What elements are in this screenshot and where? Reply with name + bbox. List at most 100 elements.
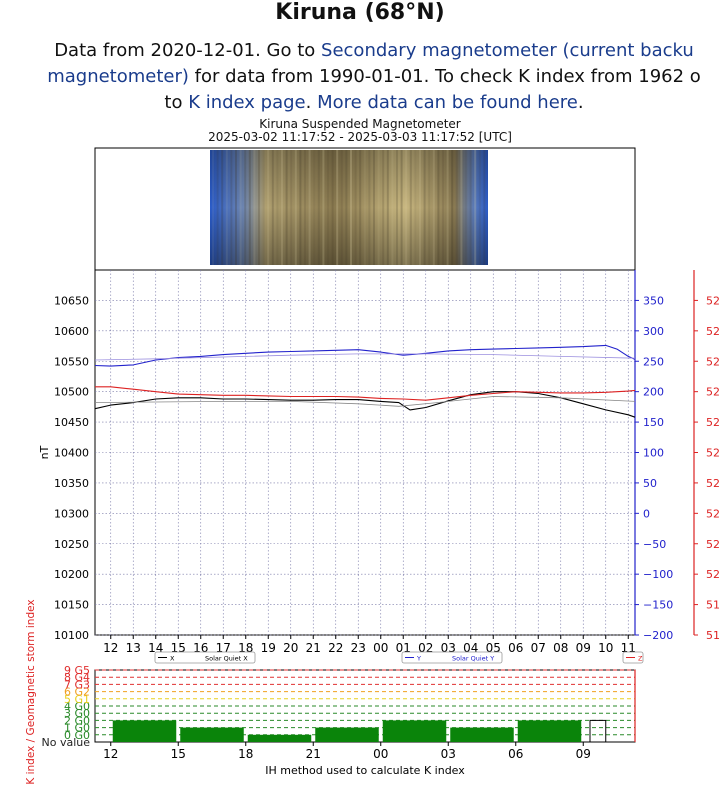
series-line-y — [94, 344, 636, 367]
y-right-tick-label: 150 — [643, 416, 664, 429]
y-tick-label: 10550 — [54, 355, 89, 368]
y-tick-label: 10150 — [54, 599, 89, 612]
x-tick-label: 07 — [531, 641, 546, 655]
y-right-tick-label: 100 — [643, 447, 664, 460]
k-level-label: 5 G1 — [64, 693, 90, 706]
legend-entry-y: Y Solar Quiet Y — [401, 651, 503, 664]
k-x-tick-label: 03 — [441, 747, 456, 761]
intro-text: to — [164, 92, 189, 113]
x-tick-label: 16 — [193, 641, 208, 655]
y-right-tick-label: 250 — [643, 355, 664, 368]
k-index-page-link[interactable]: K index page — [188, 92, 306, 113]
y-right-tick-label: 350 — [643, 294, 664, 307]
secondary-magnetometer-link[interactable]: Secondary magnetometer (current backu — [321, 40, 694, 61]
legend-label: Y — [416, 655, 421, 663]
y-right-tick-label: 0 — [643, 507, 650, 520]
x-tick-label: 09 — [576, 641, 591, 655]
x-tick-label: 13 — [126, 641, 141, 655]
series-line-z — [95, 386, 636, 401]
y-right2-tick-label: 523 — [706, 355, 720, 368]
y-right2-tick-label: 520 — [706, 538, 720, 551]
intro-text: . — [577, 92, 584, 113]
y-right2-tick-label: 522 — [706, 447, 720, 460]
y-tick-label: 10450 — [54, 416, 89, 429]
k-bar — [247, 734, 312, 742]
magnetometer-chart-header: Kiruna Suspended Magnetometer 2025-03-02… — [0, 118, 720, 144]
series-line-solar-quiet-y — [94, 353, 636, 361]
k-level-label: 7 G3 — [64, 678, 90, 691]
k-level-label: 0 G0 — [64, 729, 90, 742]
y-right2-tick-label: 524 — [706, 325, 720, 338]
intro-line-3: to K index page. More data can be found … — [0, 90, 720, 116]
y-tick-label: 10500 — [54, 386, 89, 399]
y-tick-label: 10400 — [54, 447, 89, 460]
legend-entry-x: X Solar Quiet X — [154, 651, 256, 664]
k-x-tick-label: 21 — [306, 747, 321, 761]
k-bar-pending — [589, 719, 607, 743]
k-x-tick-label: 15 — [171, 747, 186, 761]
x-tick-label: 06 — [508, 641, 523, 655]
x-tick-label: 21 — [306, 641, 321, 655]
intro-paragraph: Data from 2020-12-01. Go to Secondary ma… — [0, 38, 720, 116]
intro-text: . — [305, 92, 318, 113]
x-tick-label: 03 — [441, 641, 456, 655]
k-x-tick-label: 09 — [576, 747, 591, 761]
legend-label: Z — [638, 655, 643, 663]
chart-title: Kiruna Suspended Magnetometer — [259, 117, 461, 131]
y-tick-label: 10600 — [54, 325, 89, 338]
legend-entry-z: Z — [622, 651, 644, 664]
y-right2-tick-label: 519 — [706, 629, 720, 642]
k-level-label: 1 G0 — [64, 722, 90, 735]
x-tick-label: 08 — [553, 641, 568, 655]
y-tick-label: 10250 — [54, 538, 89, 551]
k-bar — [315, 727, 379, 742]
k-x-tick-label: 06 — [508, 747, 523, 761]
page-title: Kiruna (68°N) — [275, 0, 445, 25]
x-tick-label: 18 — [238, 641, 253, 655]
y-right-tick-label: −150 — [643, 599, 673, 612]
k-bar — [180, 727, 244, 742]
x-tick-label: 10 — [598, 641, 613, 655]
x-tick-label: 00 — [373, 641, 388, 655]
y-right2-tick-label: 521 — [706, 507, 720, 520]
y-right2-tick-label: 522 — [706, 416, 720, 429]
magnetometer-plot: 10100−20051910150−15051910200−1005201025… — [38, 269, 720, 664]
secondary-magnetometer-link-cont[interactable]: magnetometer) — [47, 66, 189, 87]
x-tick-label: 20 — [283, 641, 298, 655]
intro-line-2: magnetometer) for data from 1990-01-01. … — [0, 64, 720, 90]
k-x-axis-label: IH method used to calculate K index — [265, 764, 465, 777]
k-level-label: 9 G5 — [64, 664, 90, 677]
k-bar — [382, 720, 447, 742]
k-level-label: No value — [41, 736, 90, 749]
y-tick-label: 10650 — [54, 294, 89, 307]
y-right2-tick-label: 521 — [706, 477, 720, 490]
k-level-label: 3 G0 — [64, 707, 90, 720]
legend-quiet-label: Solar Quiet X — [205, 655, 248, 663]
series-line-solar-quiet-x — [94, 396, 636, 407]
more-data-link[interactable]: More data can be found here — [317, 92, 578, 113]
k-bar — [450, 727, 514, 742]
k-bar — [517, 720, 582, 742]
k-x-tick-label: 18 — [238, 747, 253, 761]
x-tick-label: 04 — [463, 641, 478, 655]
legend-quiet-label: Solar Quiet Y — [452, 655, 494, 663]
k-x-tick-label: 00 — [373, 747, 388, 761]
x-tick-label: 14 — [148, 641, 163, 655]
y-tick-label: 10200 — [54, 568, 89, 581]
k-level-label: 6 G2 — [64, 686, 90, 699]
x-tick-label: 01 — [396, 641, 411, 655]
legend-label: X — [170, 655, 175, 663]
k-y-axis-label: K index / Geomagnetic storm index — [25, 599, 37, 784]
y-right-tick-label: 200 — [643, 386, 664, 399]
x-tick-label: 02 — [418, 641, 433, 655]
y-right-tick-label: −200 — [643, 629, 673, 642]
y-right2-tick-label: 524 — [706, 294, 720, 307]
x-tick-label: 22 — [328, 641, 343, 655]
k-level-label: 8 G4 — [64, 671, 90, 684]
k-level-label: 4 G0 — [64, 700, 90, 713]
y-right2-tick-label: 523 — [706, 386, 720, 399]
keogram-image — [94, 147, 636, 271]
x-tick-label: 15 — [171, 641, 186, 655]
